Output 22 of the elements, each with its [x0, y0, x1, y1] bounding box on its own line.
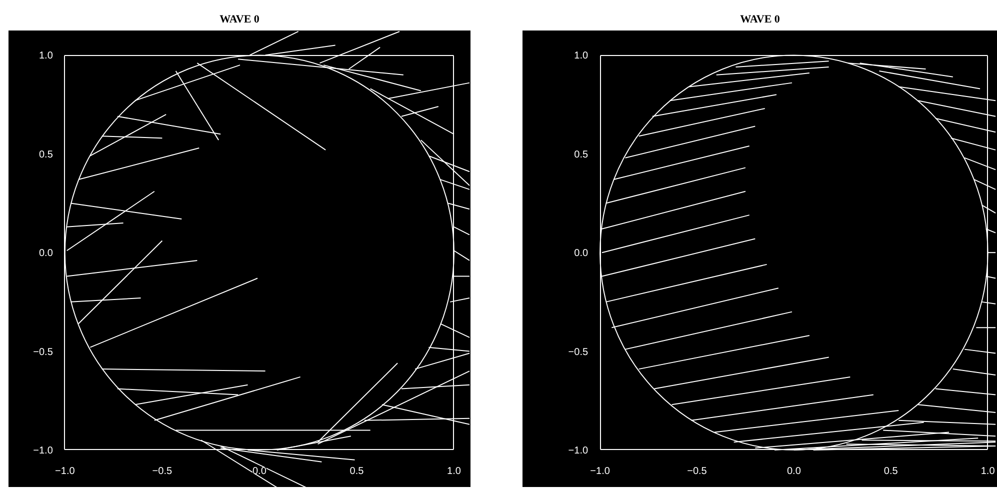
y-tick-label: 0.0 [39, 248, 54, 260]
y-tick-label: 0.5 [574, 149, 588, 160]
y-tick-label: 1.0 [574, 50, 588, 62]
y-tick-label: −0.5 [33, 346, 54, 358]
y-tick-label: 0.5 [39, 149, 54, 160]
chart-title: WAVE 0 [220, 14, 260, 26]
x-tick-label: 1.0 [980, 466, 996, 477]
y-tick-label: −0.5 [568, 346, 588, 358]
y-tick-label: −1.0 [568, 445, 588, 456]
x-tick-label: 0.5 [350, 466, 364, 477]
x-tick-label: 0.0 [786, 466, 802, 477]
x-tick-label: 1.0 [447, 466, 462, 477]
x-tick-label: −0.5 [687, 466, 708, 477]
y-tick-label: 0.0 [574, 248, 588, 260]
x-tick-label: 0.0 [252, 466, 267, 477]
y-tick-label: −1.0 [33, 445, 54, 456]
chart-title: WAVE 0 [740, 14, 780, 26]
x-tick-label: −0.5 [152, 466, 172, 477]
x-tick-label: 0.5 [884, 466, 898, 477]
x-tick-label: −1.0 [55, 466, 76, 477]
y-tick-label: 1.0 [39, 50, 54, 62]
x-tick-label: −1.0 [590, 466, 610, 477]
